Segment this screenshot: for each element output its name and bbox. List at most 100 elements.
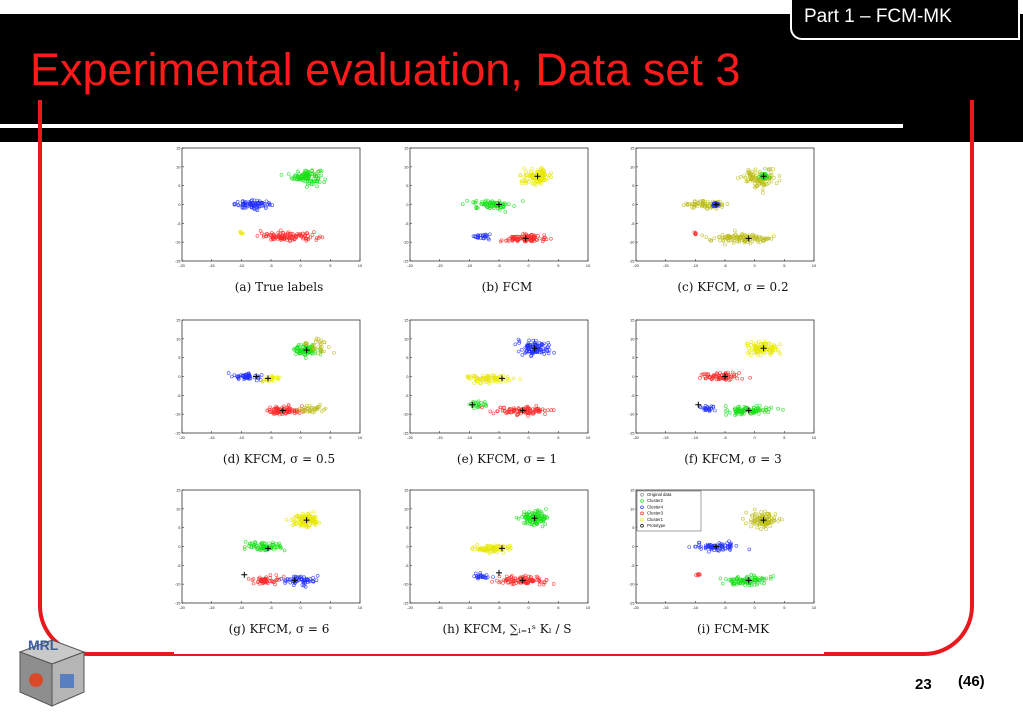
- data-point: [316, 173, 321, 178]
- data-point: [753, 167, 758, 172]
- data-point: [323, 177, 327, 182]
- data-point: [724, 234, 729, 239]
- data-point: [772, 175, 776, 180]
- prototype-marker: [496, 201, 502, 208]
- data-point: [530, 511, 534, 515]
- data-point: [697, 540, 701, 545]
- x-tick-label: -10: [692, 263, 699, 268]
- y-tick-label: -5: [177, 563, 181, 568]
- scatter-panel-5: -20 -15 -10 -5 0 5 10 15 10 5 0 -5 -10 -15 (e) KFCM, σ…: [402, 314, 612, 467]
- data-point: [780, 517, 784, 522]
- data-point: [749, 573, 754, 577]
- y-tick-label: 5: [178, 355, 181, 360]
- data-point: [246, 576, 251, 581]
- data-point: [309, 178, 314, 183]
- data-point: [485, 205, 490, 210]
- data-point: [475, 542, 480, 547]
- data-point: [262, 547, 266, 551]
- data-point: [723, 371, 728, 375]
- legend-marker: [640, 524, 644, 528]
- y-tick-label: -5: [177, 393, 181, 398]
- data-point: [716, 377, 721, 381]
- y-tick-label: -10: [403, 240, 410, 245]
- data-point: [742, 581, 747, 585]
- y-tick-label: -10: [403, 582, 410, 587]
- data-point: [488, 232, 492, 237]
- data-point: [259, 546, 264, 551]
- x-tick-label: -15: [437, 435, 444, 440]
- y-tick-label: -15: [403, 259, 410, 264]
- y-tick-label: -15: [629, 259, 636, 264]
- data-point: [737, 371, 741, 375]
- data-point: [702, 371, 707, 376]
- data-point: [530, 522, 534, 527]
- slide-title: Experimental evaluation, Data set 3: [30, 44, 741, 95]
- prototype-marker: [519, 577, 526, 584]
- data-point: [711, 404, 716, 409]
- data-point: [764, 237, 769, 241]
- data-point: [252, 542, 257, 547]
- data-point: [472, 381, 476, 385]
- data-point: [273, 582, 277, 587]
- data-point: [499, 238, 504, 242]
- data-point: [524, 405, 528, 409]
- data-point: [762, 578, 767, 582]
- data-point: [472, 374, 477, 378]
- data-point: [243, 374, 247, 378]
- data-point: [767, 180, 771, 185]
- data-point: [273, 545, 277, 550]
- data-point: [698, 405, 703, 410]
- data-point: [287, 232, 292, 236]
- x-tick-label: -20: [407, 263, 414, 268]
- data-point: [549, 236, 553, 241]
- legend-label: Cluster3: [647, 511, 664, 516]
- data-point: [478, 571, 482, 575]
- data-point: [705, 206, 709, 210]
- legend-marker: [640, 493, 644, 497]
- data-point: [264, 204, 268, 209]
- data-point: [299, 407, 304, 411]
- data-point: [747, 350, 751, 354]
- data-point: [507, 202, 511, 207]
- data-point: [286, 403, 291, 407]
- data-point: [493, 200, 498, 205]
- data-point: [749, 518, 753, 522]
- data-point: [541, 582, 546, 587]
- data-point: [711, 545, 715, 550]
- data-point: [753, 181, 757, 186]
- data-point: [298, 176, 303, 181]
- data-point: [730, 581, 735, 586]
- prototype-marker: [760, 517, 767, 524]
- y-tick-label: 5: [406, 525, 409, 530]
- data-point: [264, 232, 269, 236]
- data-point: [515, 413, 520, 417]
- data-point: [759, 237, 764, 242]
- prototype-marker: [303, 347, 310, 354]
- x-tick-label: -15: [663, 435, 670, 440]
- y-tick-label: 0: [178, 374, 181, 379]
- data-point: [533, 509, 537, 513]
- data-point: [762, 581, 766, 586]
- x-tick-label: -20: [179, 263, 186, 268]
- x-tick-label: 0: [754, 605, 757, 610]
- data-point: [735, 576, 739, 581]
- legend-marker: [640, 499, 644, 503]
- data-point: [484, 198, 488, 203]
- data-point: [530, 166, 534, 171]
- data-point: [744, 510, 748, 515]
- data-point: [312, 179, 316, 184]
- data-point: [489, 545, 494, 549]
- data-point: [773, 512, 778, 517]
- data-point: [313, 521, 317, 526]
- y-tick-label: -5: [405, 221, 409, 226]
- data-point: [314, 174, 319, 179]
- legend-marker: [640, 511, 644, 516]
- data-point: [748, 375, 752, 380]
- data-point: [529, 354, 533, 358]
- data-point: [285, 238, 289, 242]
- data-point: [759, 580, 764, 585]
- data-point: [552, 350, 556, 355]
- data-point: [311, 576, 315, 580]
- y-tick-label: -10: [629, 412, 636, 417]
